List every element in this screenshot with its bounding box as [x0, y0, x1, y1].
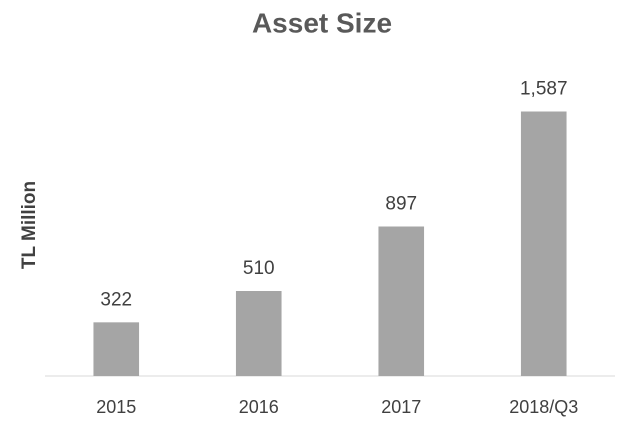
- data-label: 1,587: [520, 79, 568, 100]
- x-tick-label: 2016: [239, 397, 279, 417]
- x-tick-label: 2017: [381, 397, 421, 417]
- x-tick-label: 2015: [96, 397, 136, 417]
- bar: [235, 291, 282, 376]
- data-label: 510: [243, 258, 275, 279]
- bar: [520, 111, 567, 376]
- chart-title: Asset Size: [252, 7, 392, 38]
- y-axis-label: TL Million: [19, 181, 40, 269]
- data-label: 897: [385, 194, 417, 215]
- bar: [93, 322, 140, 376]
- data-label: 322: [100, 289, 132, 310]
- x-tick-label: 2018/Q3: [509, 397, 578, 417]
- bar: [378, 226, 425, 376]
